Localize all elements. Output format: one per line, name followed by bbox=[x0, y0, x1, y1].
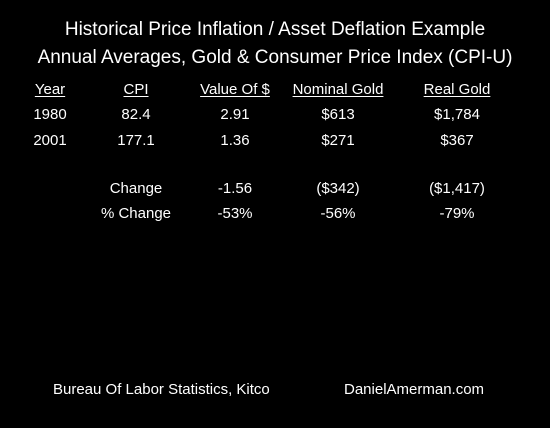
summary-value-of-dollar: -1.56 bbox=[217, 180, 253, 197]
site-credit: DanielAmerman.com bbox=[344, 381, 485, 398]
cell-cpi: 177.1 bbox=[117, 132, 155, 149]
header-year: Year bbox=[34, 81, 66, 98]
summary-nominal-gold: ($342) bbox=[316, 180, 360, 197]
cell-nominal-gold: $271 bbox=[321, 132, 355, 149]
summary-label: Change bbox=[109, 180, 163, 197]
summary-real-gold: -79% bbox=[439, 205, 475, 222]
cell-value-of-dollar: 1.36 bbox=[220, 132, 250, 149]
cell-year: 1980 bbox=[33, 106, 67, 123]
summary-value-of-dollar: -53% bbox=[217, 205, 253, 222]
cell-cpi: 82.4 bbox=[121, 106, 151, 123]
header-nominal-gold: Nominal Gold bbox=[292, 81, 384, 98]
cell-year: 2001 bbox=[33, 132, 67, 149]
table-title: Historical Price Inflation / Asset Defla… bbox=[64, 19, 486, 40]
source-credit: Bureau Of Labor Statistics, Kitco bbox=[53, 381, 270, 398]
cell-real-gold: $1,784 bbox=[434, 106, 480, 123]
cell-value-of-dollar: 2.91 bbox=[220, 106, 250, 123]
header-value-of-dollar: Value Of $ bbox=[200, 81, 270, 98]
cell-real-gold: $367 bbox=[440, 132, 474, 149]
summary-real-gold: ($1,417) bbox=[429, 180, 485, 197]
table-subtitle: Annual Averages, Gold & Consumer Price I… bbox=[37, 47, 513, 68]
header-real-gold: Real Gold bbox=[423, 81, 491, 98]
header-cpi: CPI bbox=[123, 81, 149, 98]
cell-nominal-gold: $613 bbox=[321, 106, 355, 123]
summary-nominal-gold: -56% bbox=[320, 205, 356, 222]
summary-label: % Change bbox=[100, 205, 172, 222]
